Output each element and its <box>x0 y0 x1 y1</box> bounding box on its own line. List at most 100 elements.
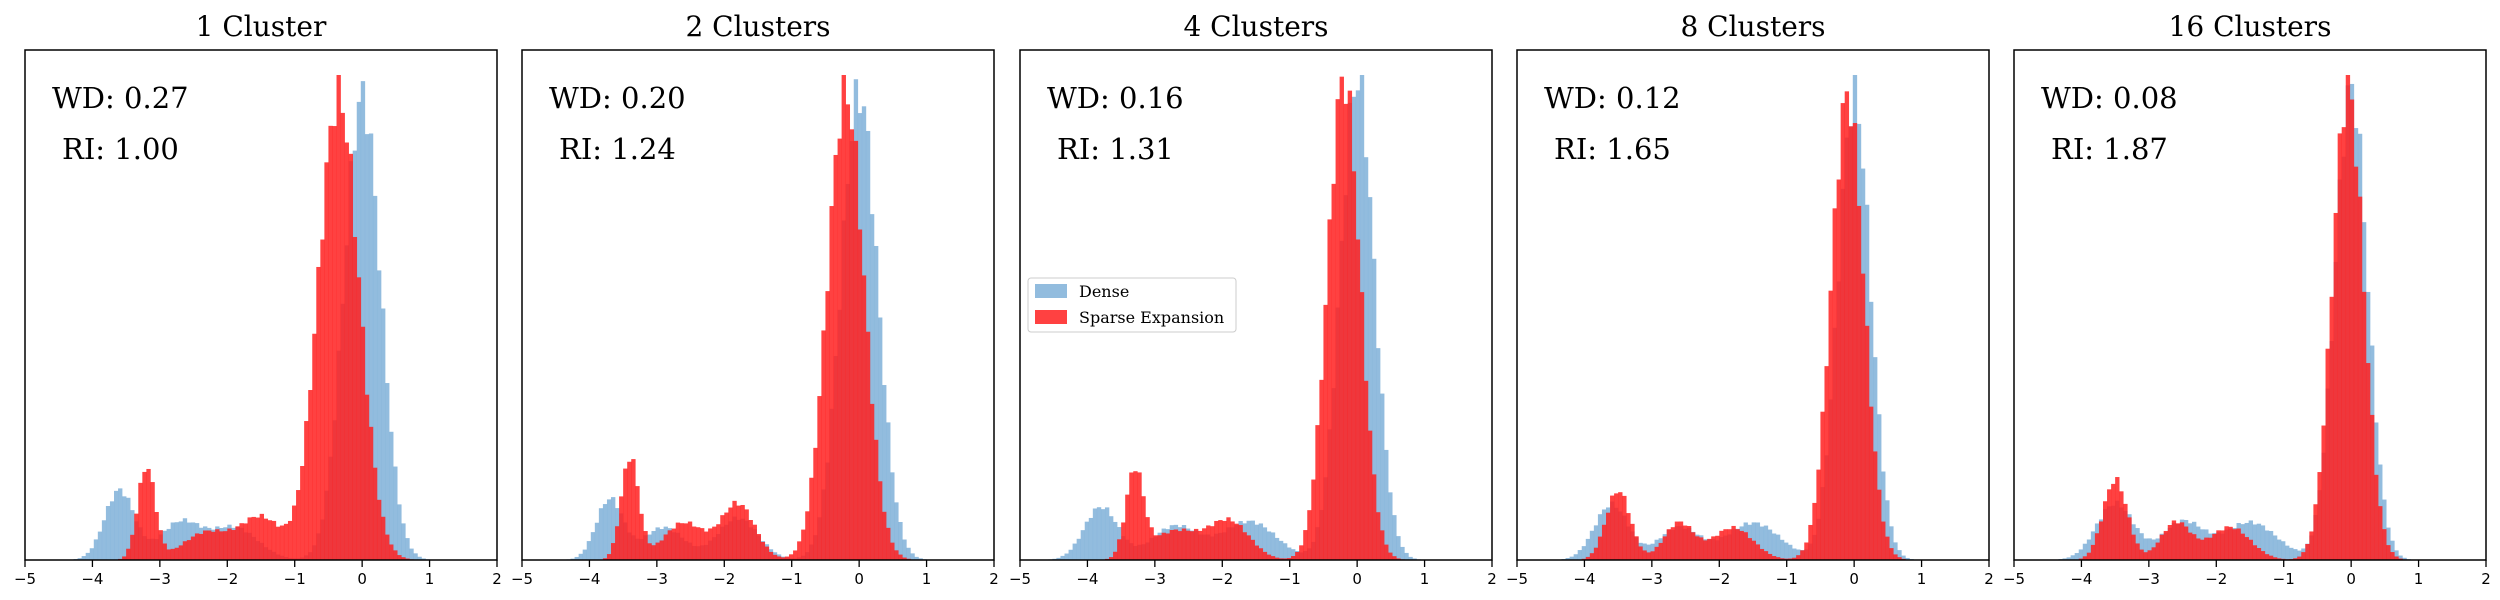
histogram-bar <box>647 543 652 560</box>
histogram-bar <box>869 214 875 560</box>
histogram-bar <box>2147 538 2152 560</box>
histogram-bar <box>1897 557 1902 560</box>
histogram-bar <box>368 133 374 561</box>
histogram-bar <box>2143 538 2148 560</box>
histogram-bar <box>1703 540 1708 560</box>
histogram-bar <box>1157 535 1162 560</box>
histogram-bar <box>81 556 86 560</box>
histogram-bar <box>1113 551 1118 560</box>
histogram-bar <box>1278 558 1284 560</box>
histogram-bar <box>2390 540 2395 560</box>
histogram-bar <box>389 544 394 560</box>
x-tick-label: −3 <box>1641 570 1663 588</box>
x-tick-label: −5 <box>14 570 36 588</box>
histogram-bar <box>675 522 681 560</box>
histogram-bar <box>279 525 285 560</box>
x-tick-label: 1 <box>1420 570 1430 588</box>
histogram-bar <box>401 557 406 560</box>
histogram-bar <box>340 112 345 560</box>
histogram-bar <box>1868 406 1874 560</box>
histogram-panel: 8 Clusters −5 −4 −3 −2 −1 0 1 2 WD: 0.12 RI: 1.65 <box>1506 10 1994 588</box>
histogram-bar <box>825 291 830 560</box>
histogram-bar <box>2260 551 2266 560</box>
histogram-bar <box>2196 538 2201 560</box>
histogram-bar <box>2082 556 2088 560</box>
histogram-bar <box>1800 550 1805 560</box>
histogram-bar <box>1747 538 1752 560</box>
histogram-bar <box>1682 525 1688 560</box>
histogram-bar <box>405 538 410 560</box>
histogram-bar <box>845 104 851 561</box>
histogram-bar <box>1731 525 1736 560</box>
histogram-bar <box>389 431 394 560</box>
histogram-bar <box>1864 325 1870 560</box>
histogram-bar <box>292 505 297 560</box>
axes-frame <box>24 49 498 561</box>
histogram-bar <box>2163 530 2169 560</box>
histogram-bar <box>724 512 729 560</box>
histogram-bar <box>2268 555 2274 560</box>
histogram-bar <box>1630 523 1635 560</box>
histogram-bar <box>667 530 672 560</box>
histogram-bar <box>1230 521 1235 560</box>
sparse-series <box>602 75 911 561</box>
histogram-bar <box>2147 550 2152 560</box>
histogram-bar <box>829 206 834 561</box>
x-tick-label: −3 <box>646 570 668 588</box>
histogram-bar <box>1828 290 1833 560</box>
histogram-bar <box>397 555 402 560</box>
histogram-bar <box>417 556 422 560</box>
histogram-bar <box>2256 523 2262 560</box>
histogram-bar <box>772 554 778 560</box>
histogram-bar <box>744 509 749 560</box>
histogram-bar <box>1755 544 1761 560</box>
histogram-bar <box>1384 449 1389 560</box>
histogram-bar <box>2135 543 2140 560</box>
histogram-bar <box>914 556 919 560</box>
histogram-bar <box>679 523 685 560</box>
histogram-bar <box>1844 91 1850 560</box>
histogram-bar <box>2390 552 2395 560</box>
histogram-bar <box>2281 541 2286 560</box>
histogram-bar <box>1848 126 1854 560</box>
histogram-bar <box>1327 219 1332 560</box>
histogram-bar <box>393 466 398 560</box>
histogram-bar <box>1307 510 1312 560</box>
histogram-bar <box>1218 520 1223 560</box>
histogram-bar <box>2378 506 2383 560</box>
histogram-bar <box>2232 529 2237 560</box>
histogram-bar <box>1392 515 1397 560</box>
histogram-bar <box>364 134 370 560</box>
histogram-bar <box>2252 545 2258 560</box>
histogram-bar <box>1363 157 1369 560</box>
histogram-bar <box>780 557 786 560</box>
histogram-bar <box>1816 469 1821 560</box>
histogram-bar <box>890 542 895 560</box>
histogram-bar <box>2272 535 2278 560</box>
histogram-bar <box>2200 539 2205 560</box>
x-tick-label: −2 <box>2205 570 2227 588</box>
histogram-bar <box>381 308 386 560</box>
histogram-bar <box>198 533 204 560</box>
histogram-bar <box>1141 496 1146 560</box>
histogram-bar <box>166 528 171 560</box>
histogram-bar <box>2394 556 2399 560</box>
histogram-bar <box>1133 471 1138 560</box>
histogram-bar <box>1840 103 1846 560</box>
histogram-bar <box>873 439 879 560</box>
histogram-bar <box>263 518 269 560</box>
histogram-bar <box>105 506 111 560</box>
histogram-bar <box>2264 554 2270 560</box>
histogram-bar <box>1210 526 1215 560</box>
x-tick-label: 2 <box>1984 570 1994 588</box>
histogram-bar <box>2374 474 2379 560</box>
histogram-bar <box>1234 523 1239 560</box>
histogram-bar <box>606 499 612 560</box>
histogram-bar <box>1104 507 1110 560</box>
histogram-bar <box>2224 526 2229 560</box>
histogram-bar <box>1371 258 1377 560</box>
histogram-bar <box>122 496 127 560</box>
x-tick-label: 0 <box>357 570 367 588</box>
histogram-bar <box>578 553 583 560</box>
histogram-bar <box>2394 550 2399 560</box>
